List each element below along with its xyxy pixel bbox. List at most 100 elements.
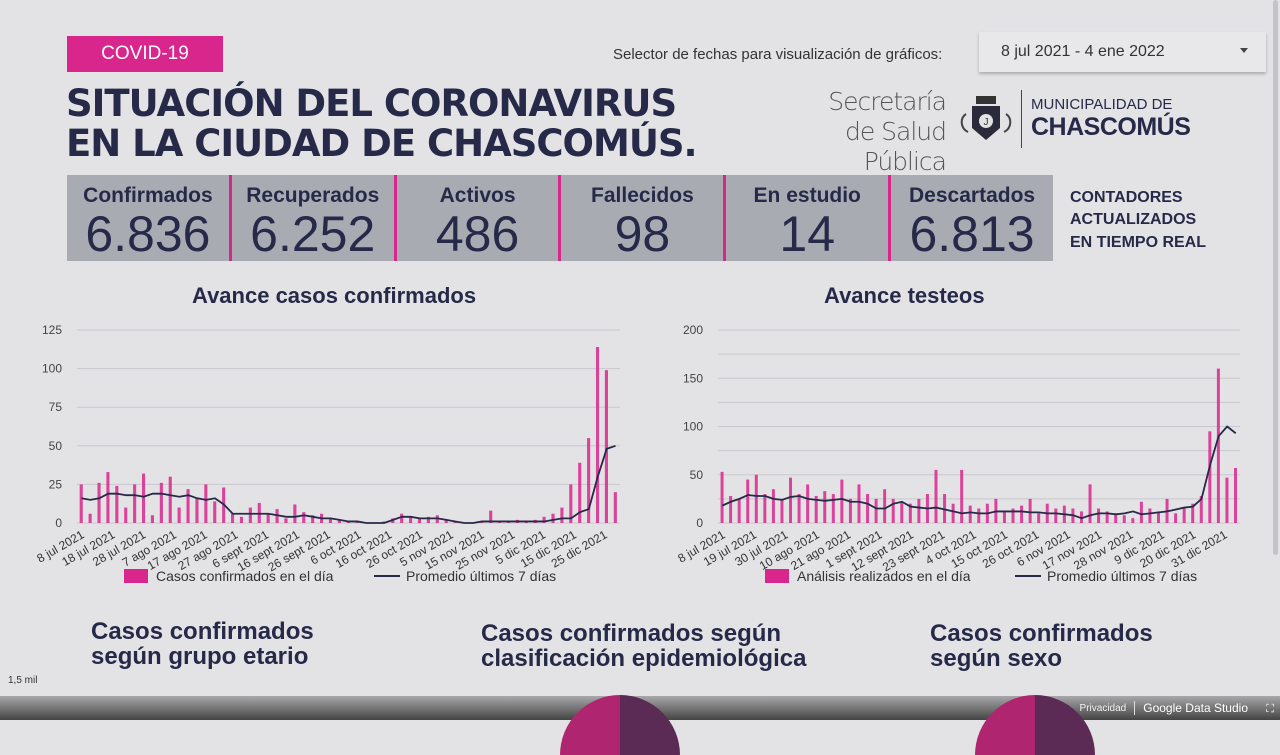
page-title: SITUACIÓN DEL CORONAVIRUS EN LA CIUDAD DE… <box>66 82 698 165</box>
bar <box>1234 467 1238 523</box>
bar <box>195 498 199 523</box>
y-tick-label: 0 <box>696 516 703 530</box>
bar <box>328 518 333 523</box>
bar <box>746 479 750 523</box>
bar <box>917 498 921 523</box>
section-clasificacion: Casos confirmados según clasificación epi… <box>481 620 807 673</box>
bar <box>213 501 217 523</box>
bar <box>1225 477 1229 523</box>
bar <box>1174 513 1178 523</box>
bar <box>874 498 878 523</box>
secretaria-logo-text: Secretaría de Salud Pública <box>760 87 947 177</box>
bar <box>1122 515 1126 523</box>
bar <box>569 484 573 523</box>
date-range-selector[interactable]: 8 jul 2021 - 4 ene 2022 <box>979 32 1266 72</box>
bar <box>1028 498 1032 523</box>
section-line: Casos confirmados según <box>481 620 782 647</box>
date-range-value: 8 jul 2021 - 4 ene 2022 <box>1001 43 1165 60</box>
privacy-link[interactable]: Privacidad <box>1079 702 1127 714</box>
y-tick-label: 100 <box>683 420 703 434</box>
legend-swatch-bars <box>765 569 789 583</box>
bar <box>141 473 146 523</box>
bar <box>248 507 252 523</box>
bar <box>587 438 591 523</box>
y-tick-label: 150 <box>683 371 703 385</box>
dropdown-caret-icon <box>1240 48 1248 57</box>
bar <box>977 508 981 523</box>
bar <box>311 515 315 523</box>
bar <box>230 513 235 523</box>
fullscreen-icon[interactable]: ⛶ <box>1266 702 1274 715</box>
chart-title-confirmados: Avance casos confirmados <box>192 283 477 308</box>
bar <box>814 495 818 523</box>
note-line: ACTUALIZADOS <box>1070 211 1197 229</box>
title-line-1: SITUACIÓN DEL CORONAVIRUS <box>66 82 677 125</box>
y-tick-label: 75 <box>49 400 63 414</box>
bar <box>729 495 733 523</box>
bar <box>960 469 964 523</box>
y-tick-label: 0 <box>55 516 62 530</box>
y-tick-label: 125 <box>42 323 62 337</box>
bar <box>908 503 912 523</box>
y-tick-label: 50 <box>49 439 63 453</box>
axis-fragment: 1,5 mil <box>8 675 38 686</box>
stat-label: Activos <box>439 184 516 207</box>
bar <box>1105 511 1109 523</box>
section-line: según grupo etario <box>91 643 309 671</box>
legend-label: Promedio últimos 7 días <box>1047 568 1197 584</box>
bar <box>168 476 172 523</box>
scrollbar[interactable] <box>1272 0 1280 560</box>
bar <box>302 512 306 523</box>
bar <box>266 513 270 523</box>
bar <box>848 498 852 523</box>
stat-value: 6.813 <box>909 206 1035 262</box>
stat-descartados: Descartados 6.813 <box>888 175 1053 261</box>
bar <box>1114 513 1118 523</box>
bar <box>426 516 430 523</box>
scrollbar-thumb[interactable] <box>1273 0 1278 555</box>
bar <box>293 504 297 523</box>
bar <box>968 505 972 523</box>
y-tick-label: 100 <box>42 362 62 376</box>
bar <box>866 494 870 523</box>
bar <box>542 516 546 523</box>
stat-value: 6.252 <box>250 206 376 262</box>
bar <box>551 513 555 523</box>
stat-label: Fallecidos <box>591 184 694 207</box>
date-selector-label: Selector de fechas para visualización de… <box>613 46 943 63</box>
bar <box>489 510 493 523</box>
logo-divider <box>1021 90 1022 148</box>
stat-label: Recuperados <box>246 184 380 207</box>
bar <box>613 492 617 523</box>
title-line-2: EN LA CIUDAD DE CHASCOMÚS. <box>66 121 698 165</box>
bar <box>417 518 422 523</box>
stat-label: En estudio <box>753 184 861 207</box>
bar <box>780 498 784 523</box>
bar <box>1156 511 1160 523</box>
bar <box>400 513 404 523</box>
bar <box>444 519 448 523</box>
bar <box>106 472 110 523</box>
bar <box>840 479 844 523</box>
section-grupo-etario: Casos confirmados según grupo etario <box>91 619 314 671</box>
note-line: EN TIEMPO REAL <box>1070 233 1207 251</box>
bar <box>177 507 181 523</box>
bar <box>1054 508 1058 523</box>
legend-label: Casos confirmados en el día <box>156 568 334 584</box>
stat-en-estudio: En estudio 14 <box>723 175 888 261</box>
bar <box>883 489 887 523</box>
stats-panel: Confirmados 6.836 Recuperados 6.252 Activo… <box>67 175 1053 261</box>
brand-link[interactable]: Google Data Studio <box>1143 701 1248 715</box>
stat-value: 6.836 <box>85 206 211 262</box>
bar <box>560 507 564 523</box>
section-line: clasificación epidemiológica <box>481 645 807 673</box>
bar <box>789 477 793 523</box>
bar <box>1011 508 1015 523</box>
bar <box>1131 518 1135 523</box>
legend-label: Análisis realizados en el día <box>797 568 971 584</box>
bar <box>1088 484 1092 523</box>
bar <box>951 503 955 523</box>
chart-title-testeos: Avance testeos <box>824 283 985 308</box>
bar <box>1199 495 1203 523</box>
stat-value: 14 <box>779 206 836 262</box>
